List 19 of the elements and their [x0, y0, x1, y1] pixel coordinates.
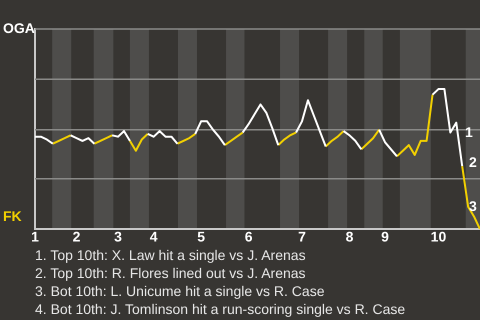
text: OGA: [3, 20, 35, 36]
text: 2. Top 10th: R. Flores lined out vs J. Arenas: [35, 264, 307, 282]
x-tick-label: 7: [298, 228, 306, 244]
text: 1. Top 10th: X. Law hit a single vs J. Arenas: [35, 246, 307, 264]
x-tick-label: 5: [197, 228, 206, 244]
text: 4. Bot 10th: J. Tomlinson hit a run-scoring single vs R. Case: [35, 300, 406, 318]
x-tick-label: 4: [150, 228, 158, 244]
x-tick-label: 9: [381, 228, 390, 244]
text: FK: [3, 208, 22, 224]
x-tick-label: 10: [430, 228, 446, 244]
x-tick-label: 6: [244, 228, 253, 244]
text: 3. Bot 10th: L. Unicume hit a single vs R. Case: [35, 282, 326, 300]
x-tick-label: 1: [31, 228, 40, 244]
x-tick-label: 3: [114, 228, 122, 244]
x-tick-label: 8: [346, 228, 354, 244]
annotation: 3: [469, 198, 477, 214]
annotation: 1: [465, 124, 473, 140]
annotation: 2: [469, 154, 477, 170]
x-tick-label: 2: [72, 228, 81, 244]
